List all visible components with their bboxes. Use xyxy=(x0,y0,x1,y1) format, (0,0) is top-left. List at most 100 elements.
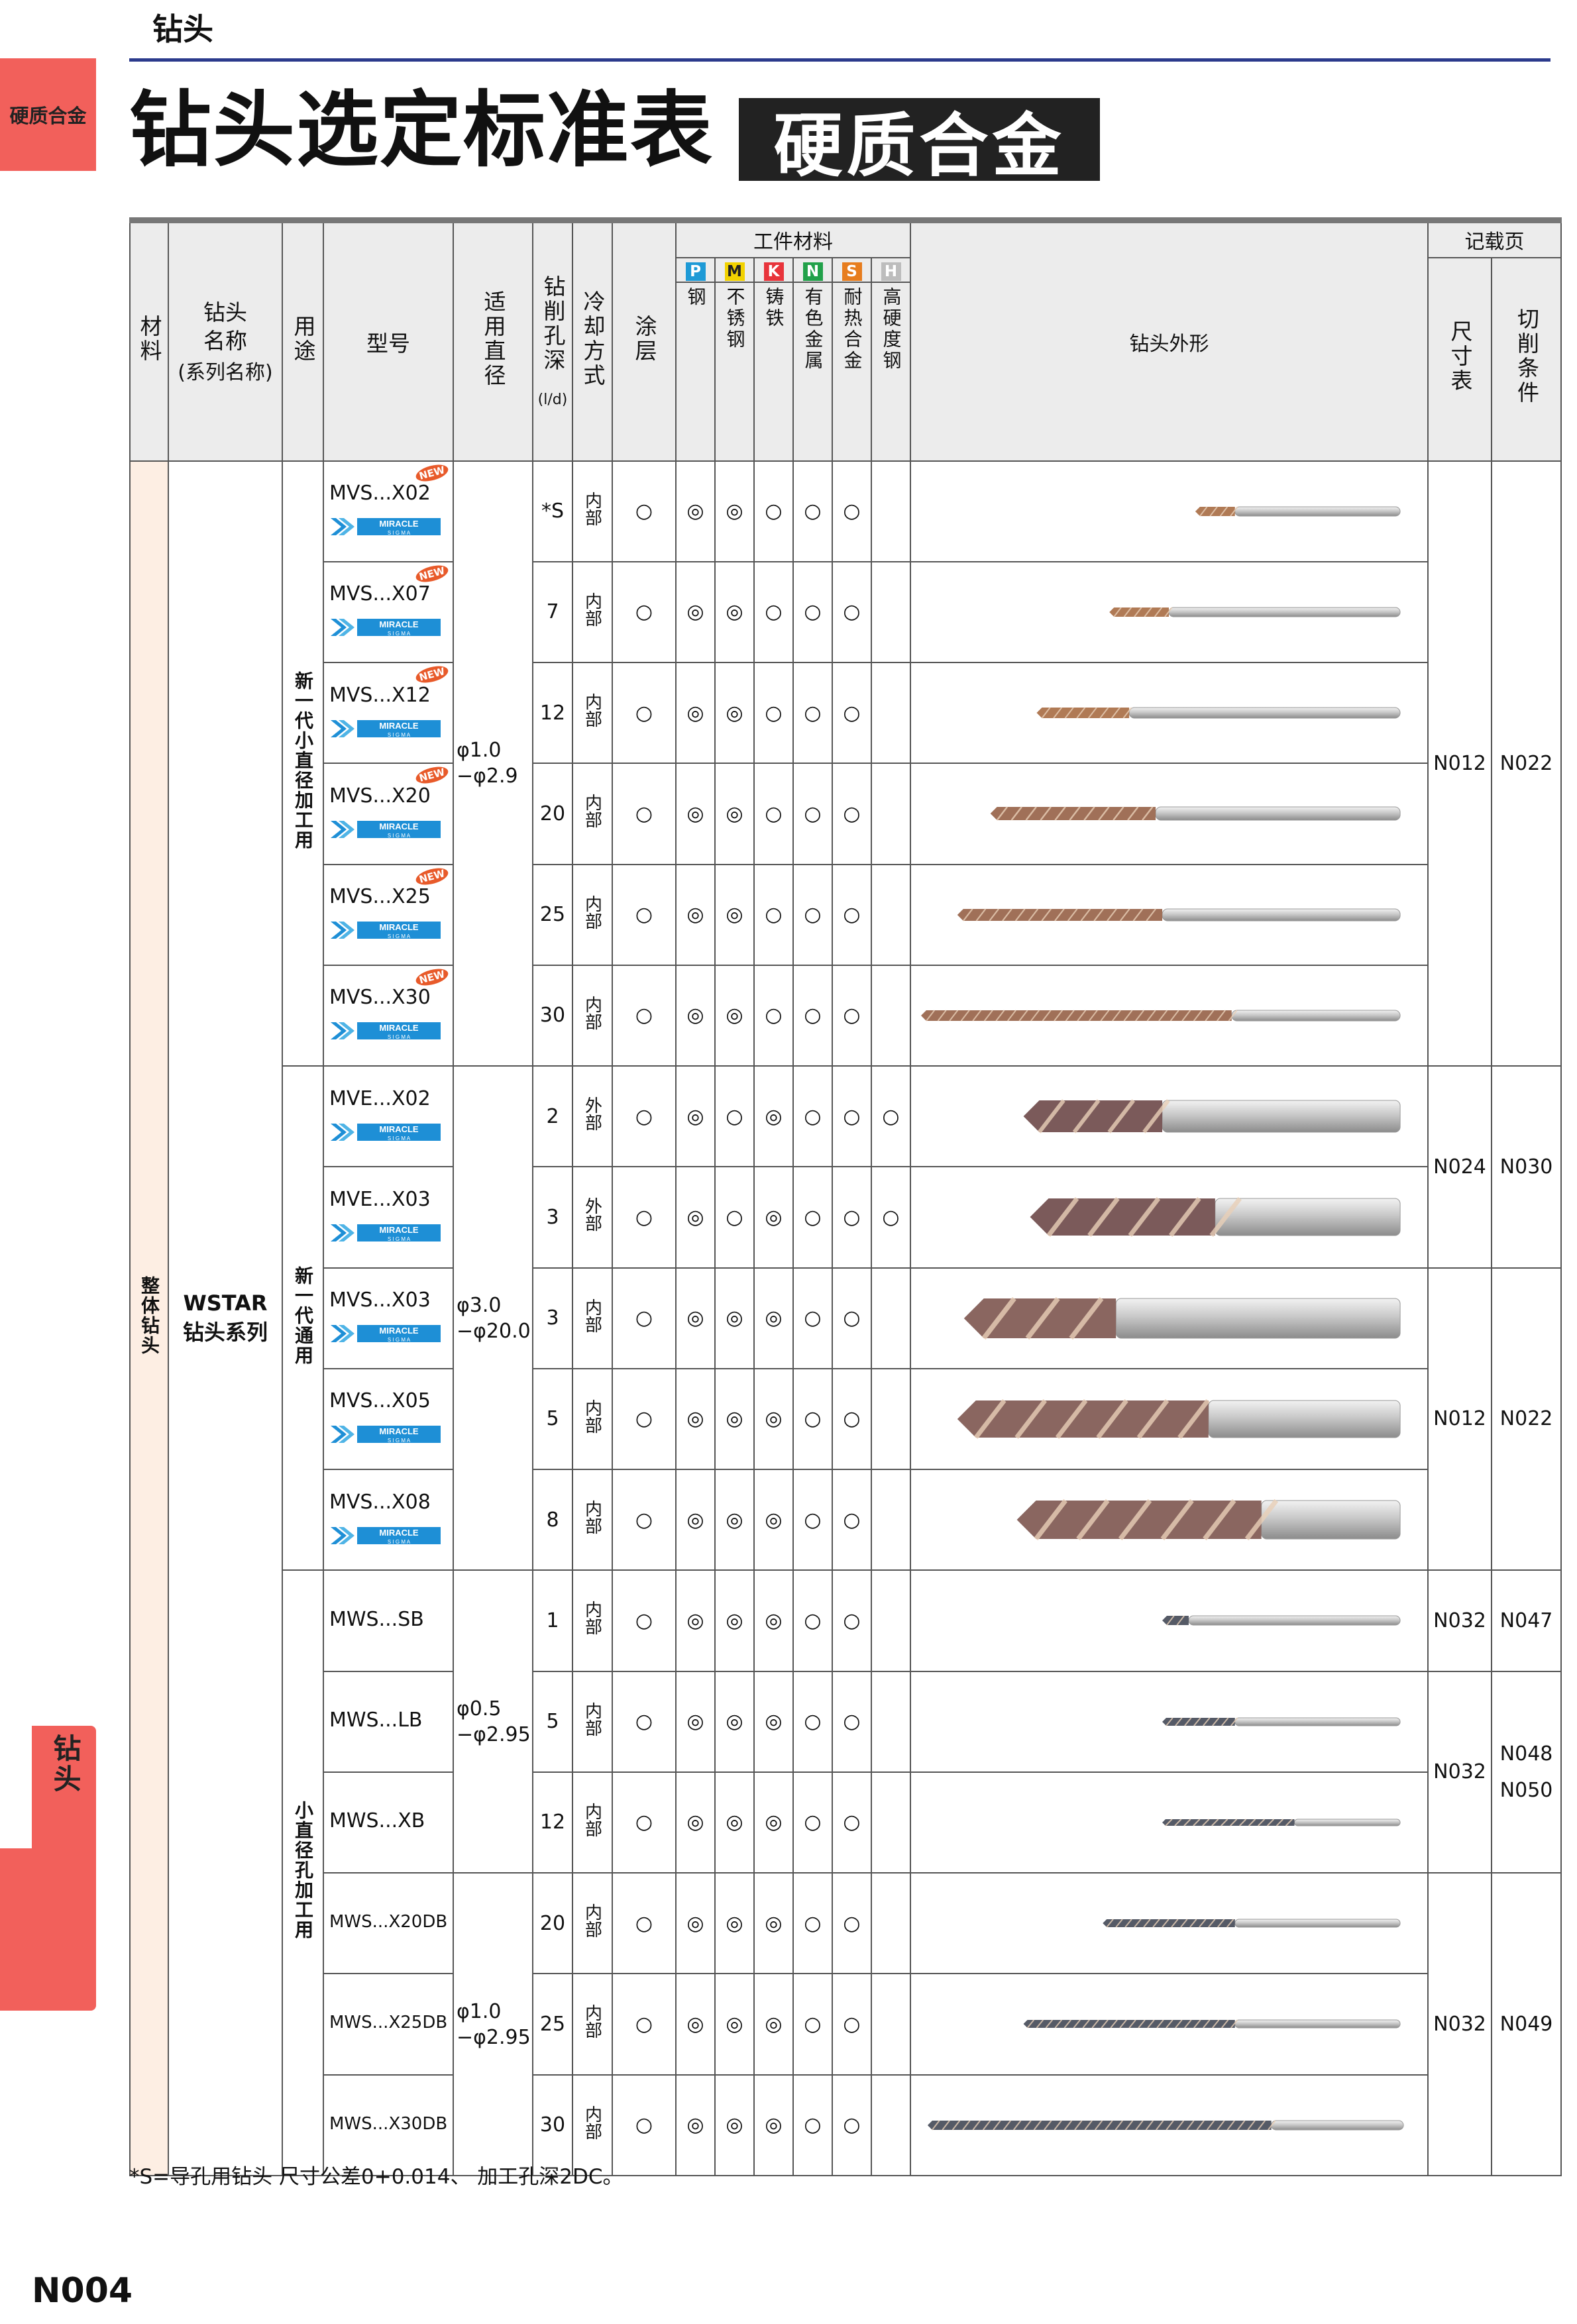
mark-cell: ◎ xyxy=(714,1468,755,1571)
mark-cell: ◎ xyxy=(675,863,716,966)
mark-cell: ◎ xyxy=(714,1973,755,2076)
drill-image xyxy=(910,763,1429,865)
cond-ref[interactable]: N048 N050 xyxy=(1491,1670,1562,1874)
mark-cell: ◎ xyxy=(753,1267,794,1369)
new-badge: NEW xyxy=(414,865,450,888)
svg-text:S I G M A: S I G M A xyxy=(388,732,411,738)
model-cell[interactable]: MVS...X03 MIRACLE S I G M A xyxy=(323,1267,454,1369)
model-cell[interactable]: NEW MVS...X25 MIRACLE S I G M A xyxy=(323,863,454,966)
title-badge: 硬质合金 xyxy=(739,98,1100,186)
mark-cell xyxy=(870,964,912,1067)
series-cell: WSTAR 钻头系列 xyxy=(168,460,283,2176)
mark-cell: ◎ xyxy=(714,1367,755,1471)
cond-ref[interactable]: N049 xyxy=(1491,1872,1562,2176)
model-cell[interactable]: MWS...LB xyxy=(323,1670,454,1773)
model-cell[interactable]: NEW MVS...X12 MIRACLE S I G M A xyxy=(323,661,454,765)
mark-cell: ○ xyxy=(870,1166,912,1269)
table-row: MVS...X05 MIRACLE S I G M A 5 内部 ○ ◎ ◎ ◎ ○ ○ xyxy=(130,1367,1561,1471)
mark-cell: ○ xyxy=(792,1468,833,1571)
model-cell[interactable]: MWS...SB xyxy=(323,1569,454,1672)
mark-cell: ○ xyxy=(832,1771,872,1874)
mark-cell: ○ xyxy=(792,1166,833,1269)
mark-cell: ◎ xyxy=(675,1468,716,1571)
header-drill-name: 钻头名称 (系列名称) xyxy=(168,217,283,462)
mark-cell: ○ xyxy=(753,863,794,966)
header-workpiece: 工件材料 xyxy=(675,217,912,258)
size-ref[interactable]: N012 xyxy=(1427,460,1493,1067)
size-ref[interactable]: N012 xyxy=(1427,1267,1493,1571)
side-tab-drill[interactable]: 钻头 xyxy=(0,1726,96,2011)
table-row: MWS...LB 5 内部 ○ ◎ ◎ ◎ ○ ○ N032 N048 N050 xyxy=(130,1670,1562,1874)
side-tab-label: 钻头 xyxy=(49,1734,82,1795)
cond-ref[interactable]: N047 xyxy=(1491,1569,1562,1672)
model-cell[interactable]: MWS...X20DB xyxy=(323,1872,454,1975)
code-h: H xyxy=(870,257,912,283)
mark-cell: ○ xyxy=(792,1267,833,1369)
mark-cell xyxy=(870,1670,912,1773)
cond-ref[interactable]: N022 xyxy=(1491,460,1562,1067)
model-cell[interactable]: NEW MVS...X07 MIRACLE S I G M A xyxy=(323,560,454,664)
mark-cell: ○ xyxy=(792,1569,833,1672)
drill-image xyxy=(910,1670,1429,1773)
model-name: MWS...LB xyxy=(329,1709,423,1732)
drill-image xyxy=(910,1367,1429,1471)
model-cell[interactable]: MVS...X05 MIRACLE S I G M A xyxy=(323,1367,454,1471)
mark-cell xyxy=(870,661,912,765)
mark-cell: ◎ xyxy=(714,460,755,562)
model-name: MWS...SB xyxy=(329,1607,424,1631)
cond-ref[interactable]: N022 xyxy=(1491,1267,1562,1571)
model-name: MVS...X12 xyxy=(329,683,431,707)
model-cell[interactable]: NEW MVS...X30 MIRACLE S I G M A xyxy=(323,964,454,1067)
mark-cell: ◎ xyxy=(753,2074,794,2176)
svg-text:MIRACLE: MIRACLE xyxy=(379,619,419,629)
model-cell[interactable]: MVS...X08 MIRACLE S I G M A xyxy=(323,1468,454,1571)
cooling-cell: 内部 xyxy=(572,1670,613,1773)
model-cell[interactable]: NEW MVS...X20 MIRACLE S I G M A xyxy=(323,763,454,865)
header-cooling: 冷却方式 xyxy=(572,217,613,462)
header-use: 用途 xyxy=(282,217,324,462)
mark-cell: ○ xyxy=(753,763,794,865)
table-row: MVE...X03 MIRACLE S I G M A 3 外部 ○ ◎ ○ ◎ ○ ○ ○ xyxy=(130,1166,1561,1269)
size-ref[interactable]: N024 xyxy=(1427,1065,1493,1269)
header-model: 型号 xyxy=(323,217,454,462)
model-cell[interactable]: NEW MVS...X02 MIRACLE S I G M A xyxy=(323,460,454,562)
model-cell[interactable]: MWS...XB xyxy=(323,1771,454,1874)
table-row: NEW MVS...X12 MIRACLE S I G M A 12 内部 ○ ◎ ◎ ○ ○ ○ xyxy=(130,661,1561,765)
diameter-cell: φ0.5 −φ2.95 xyxy=(453,1569,533,1874)
mark-cell: ◎ xyxy=(714,863,755,966)
coating-cell: ○ xyxy=(612,1670,677,1773)
size-ref[interactable]: N032 xyxy=(1427,1670,1493,1874)
mark-cell xyxy=(870,863,912,966)
side-tab-carbide[interactable]: 硬质合金 xyxy=(0,58,96,171)
model-cell[interactable]: MWS...X25DB xyxy=(323,1973,454,2076)
model-cell[interactable]: MWS...X30DB xyxy=(323,2074,454,2176)
mark-cell: ○ xyxy=(832,1267,872,1369)
size-ref[interactable]: N032 xyxy=(1427,1569,1493,1672)
coating-cell: ○ xyxy=(612,1065,677,1168)
mark-cell: ◎ xyxy=(714,964,755,1067)
mark-cell: ◎ xyxy=(753,1065,794,1168)
depth-cell: *S xyxy=(532,460,573,562)
size-ref[interactable]: N032 xyxy=(1427,1872,1493,2176)
model-cell[interactable]: MVE...X03 MIRACLE S I G M A xyxy=(323,1166,454,1269)
mark-cell: ◎ xyxy=(714,763,755,865)
model-cell[interactable]: MVE...X02 MIRACLE S I G M A xyxy=(323,1065,454,1168)
depth-cell: 25 xyxy=(532,1973,573,2076)
cond-ref[interactable]: N030 xyxy=(1491,1065,1562,1269)
coating-cell: ○ xyxy=(612,964,677,1067)
mark-cell: ◎ xyxy=(714,2074,755,2176)
mark-cell xyxy=(870,1367,912,1471)
drill-image xyxy=(910,460,1429,562)
svg-text:S I G M A: S I G M A xyxy=(388,530,411,536)
mark-cell: ○ xyxy=(753,964,794,1067)
mark-cell: ◎ xyxy=(714,1267,755,1369)
svg-text:S I G M A: S I G M A xyxy=(388,631,411,637)
diameter-cell: φ3.0 −φ20.0 xyxy=(453,1065,533,1571)
model-name: MVS...X03 xyxy=(329,1289,431,1312)
table-row: NEW MVS...X20 MIRACLE S I G M A 20 内部 ○ ◎ ◎ ○ ○ ○ xyxy=(130,763,1561,865)
mark-cell: ○ xyxy=(832,763,872,865)
use-cell: 新一代通用 xyxy=(282,1065,324,1571)
